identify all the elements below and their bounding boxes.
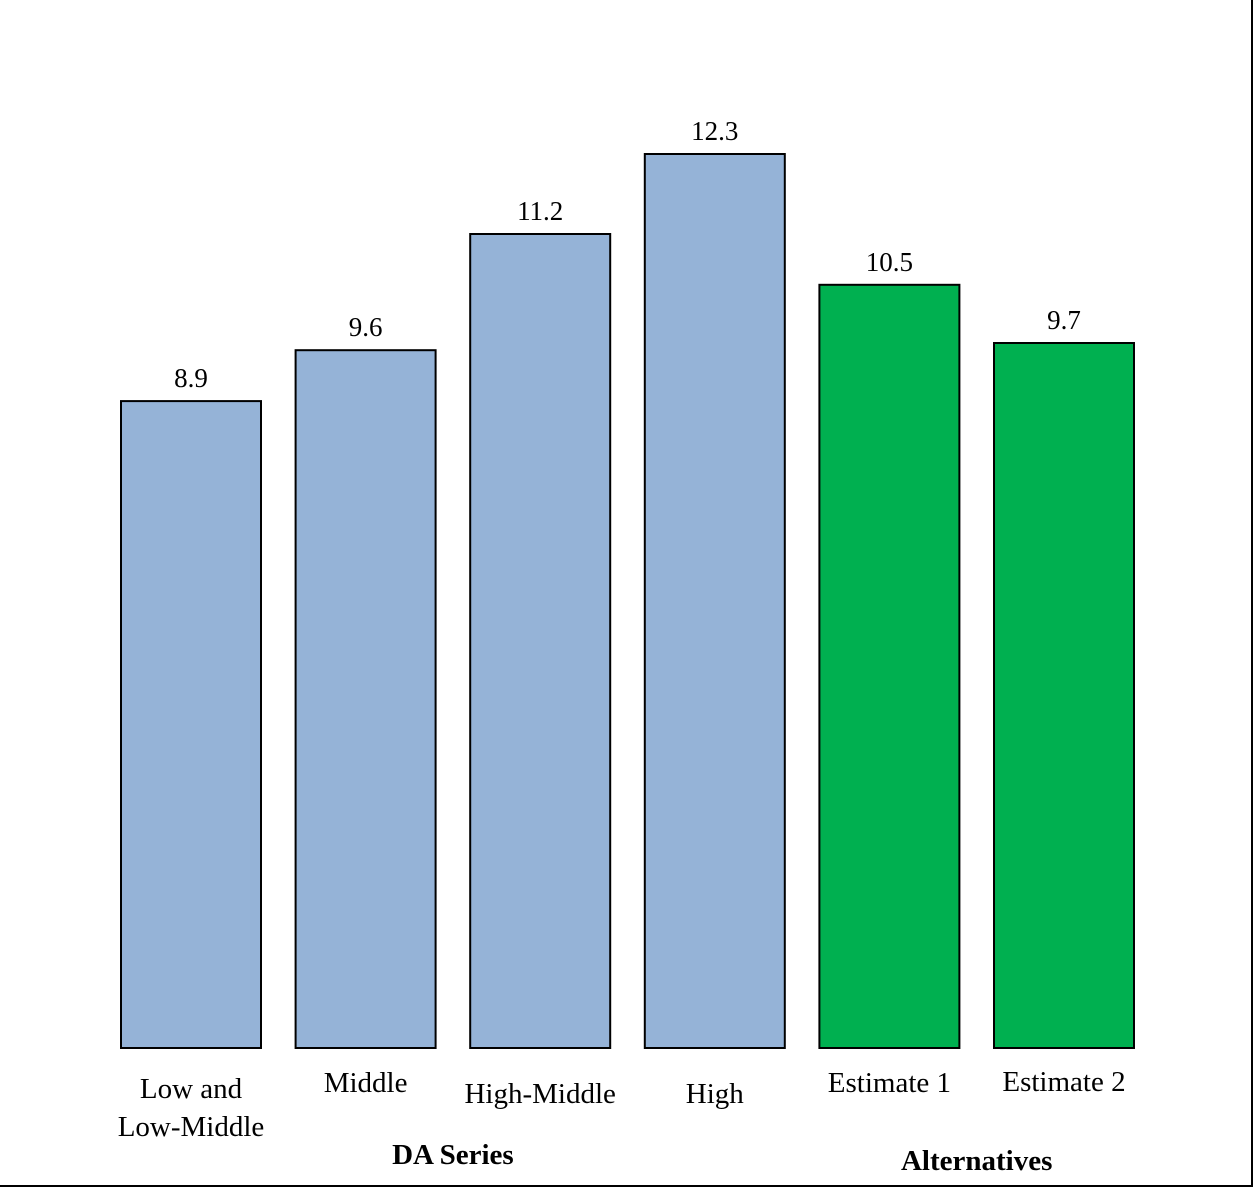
bar-4 (818, 283, 961, 1049)
group-label-0: DA Series (392, 1139, 514, 1171)
data-label-1: 9.6 (349, 312, 383, 342)
bar-3 (643, 153, 786, 1049)
data-label-3: 12.3 (691, 116, 738, 146)
category-label-0-line-1: Low-Middle (118, 1111, 265, 1143)
data-label-5: 9.7 (1047, 305, 1081, 335)
bar-5 (993, 342, 1135, 1049)
data-label-0: 8.9 (174, 363, 208, 393)
group-labels-layer: DA Series Alternatives (392, 1139, 1052, 1177)
data-label-4: 10.5 (866, 247, 913, 277)
category-label-4-line-0: Estimate 1 (828, 1067, 951, 1099)
category-label-3-line-0: High (686, 1078, 745, 1110)
bar-2 (469, 233, 612, 1049)
category-label-5-line-0: Estimate 2 (1002, 1066, 1125, 1098)
bar-1 (294, 349, 437, 1049)
bar-0 (120, 400, 262, 1050)
group-label-1: Alternatives (901, 1145, 1052, 1177)
category-label-2-line-0: High-Middle (464, 1078, 615, 1110)
data-label-2: 11.2 (517, 196, 563, 226)
value-labels-layer: 8.9 9.6 11.2 12.3 10.5 9.7 (174, 116, 1081, 393)
bars-layer (120, 153, 1135, 1050)
category-label-0-line-0: Low and (140, 1073, 243, 1105)
category-label-1-line-0: Middle (324, 1067, 408, 1099)
category-labels-layer: Low and Low-Middle Middle High-Middle High Es… (118, 1066, 1126, 1143)
